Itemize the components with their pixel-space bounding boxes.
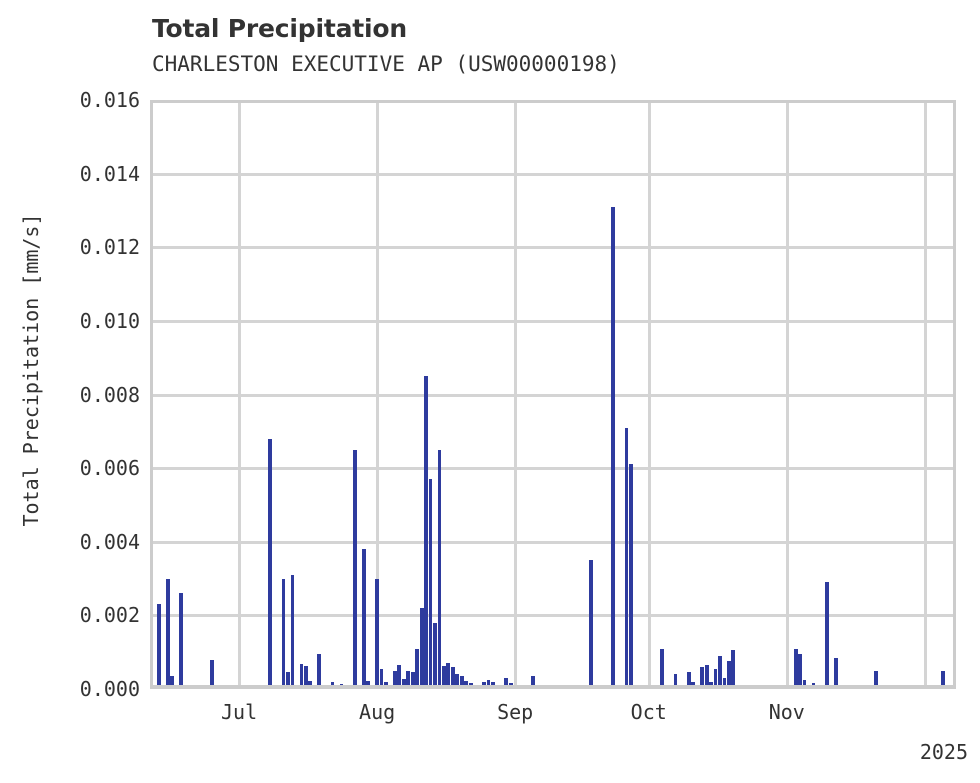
bar [397, 665, 402, 689]
gridline-horizontal [150, 614, 956, 618]
axis-spine-right [953, 100, 956, 689]
bar [170, 676, 175, 689]
bar [308, 680, 313, 689]
bar [727, 661, 731, 689]
bar [588, 560, 593, 689]
axis-spine-bottom [150, 685, 956, 689]
bar [299, 663, 304, 689]
bar [424, 376, 428, 689]
bar [428, 479, 433, 689]
bar [798, 654, 803, 689]
bar [873, 670, 878, 689]
bar [401, 678, 406, 689]
bar [802, 679, 807, 689]
bar [624, 427, 629, 689]
y-axis-tick-label: 0.008 [79, 382, 140, 407]
chart-subtitle: CHARLESTON EXECUTIVE AP (USW00000198) [152, 52, 620, 76]
gridline-vertical [514, 100, 518, 689]
x-axis-tick-label: Sep [497, 700, 534, 724]
bar [686, 672, 691, 689]
bar [393, 670, 397, 689]
gridline-horizontal [150, 172, 956, 176]
gridline-vertical [376, 100, 380, 689]
bar [268, 438, 273, 689]
bar [290, 574, 295, 689]
bar [464, 680, 469, 689]
bar [379, 668, 384, 689]
gridline-horizontal [150, 319, 956, 323]
gridline-horizontal [150, 467, 956, 471]
gridline-horizontal [150, 393, 956, 397]
gridline-horizontal [150, 540, 956, 544]
bar [629, 464, 633, 689]
bar [415, 648, 420, 689]
plot-area [150, 100, 956, 689]
bar [833, 657, 838, 689]
gridline-horizontal [150, 246, 956, 250]
bar [722, 677, 727, 689]
axis-spine-top [150, 100, 956, 103]
bar [419, 608, 424, 689]
y-axis-tick-label: 0.000 [79, 677, 140, 701]
bar [611, 206, 615, 689]
bar [361, 549, 366, 689]
bar [157, 604, 161, 689]
bar [455, 673, 460, 689]
y-axis-tick-label: 0.014 [79, 161, 140, 186]
bar [731, 650, 736, 689]
bar [286, 672, 290, 689]
bar [700, 666, 705, 689]
chart-title: Total Precipitation [152, 14, 407, 43]
x-axis-tick-label: Aug [359, 700, 396, 724]
bar [531, 676, 535, 689]
bar [718, 655, 722, 689]
bar [281, 578, 286, 689]
bar [793, 648, 798, 689]
bar [437, 449, 442, 689]
x-axis-tick-label: Nov [768, 700, 805, 724]
bar [940, 671, 945, 689]
gridline-vertical [238, 100, 242, 689]
x-axis-tick-label: Jul [220, 700, 258, 724]
bar [704, 665, 709, 689]
bar [317, 654, 322, 689]
bar [673, 674, 678, 689]
bar [824, 582, 829, 689]
bar [366, 680, 371, 689]
bar-series [150, 100, 956, 689]
bar [375, 578, 379, 689]
y-axis-tick-label: 0.004 [79, 529, 140, 554]
y-axis-tick-label: 0.002 [79, 603, 140, 628]
bar [433, 622, 437, 689]
bar [210, 660, 215, 689]
bar [352, 449, 357, 689]
bar [406, 671, 411, 689]
bar [450, 666, 455, 689]
gridline-vertical [923, 100, 927, 689]
bar [446, 663, 451, 689]
bar [713, 668, 718, 689]
x-axis-year-label: 2025 [919, 740, 968, 764]
bar [486, 679, 491, 689]
bar [410, 672, 415, 689]
y-axis-tick-label: 0.012 [79, 235, 140, 260]
y-axis-tick-labels: 0.000 0.002 0.004 0.006 0.008 0.010 0.012 0.014… [8, 0, 140, 783]
bar [303, 666, 308, 689]
bar [442, 666, 446, 689]
gridline-vertical [647, 100, 651, 689]
y-axis-tick-label: 0.016 [79, 88, 140, 112]
bar [504, 677, 509, 689]
bar [165, 578, 170, 689]
x-axis-tick-label: Oct [630, 700, 667, 724]
y-axis-tick-label: 0.010 [79, 308, 140, 333]
y-axis-tick-label: 0.006 [79, 456, 140, 481]
axis-spine-left [150, 100, 153, 689]
bar [179, 593, 184, 689]
bar [459, 676, 464, 689]
bar [660, 648, 664, 689]
gridline-vertical [785, 100, 789, 689]
